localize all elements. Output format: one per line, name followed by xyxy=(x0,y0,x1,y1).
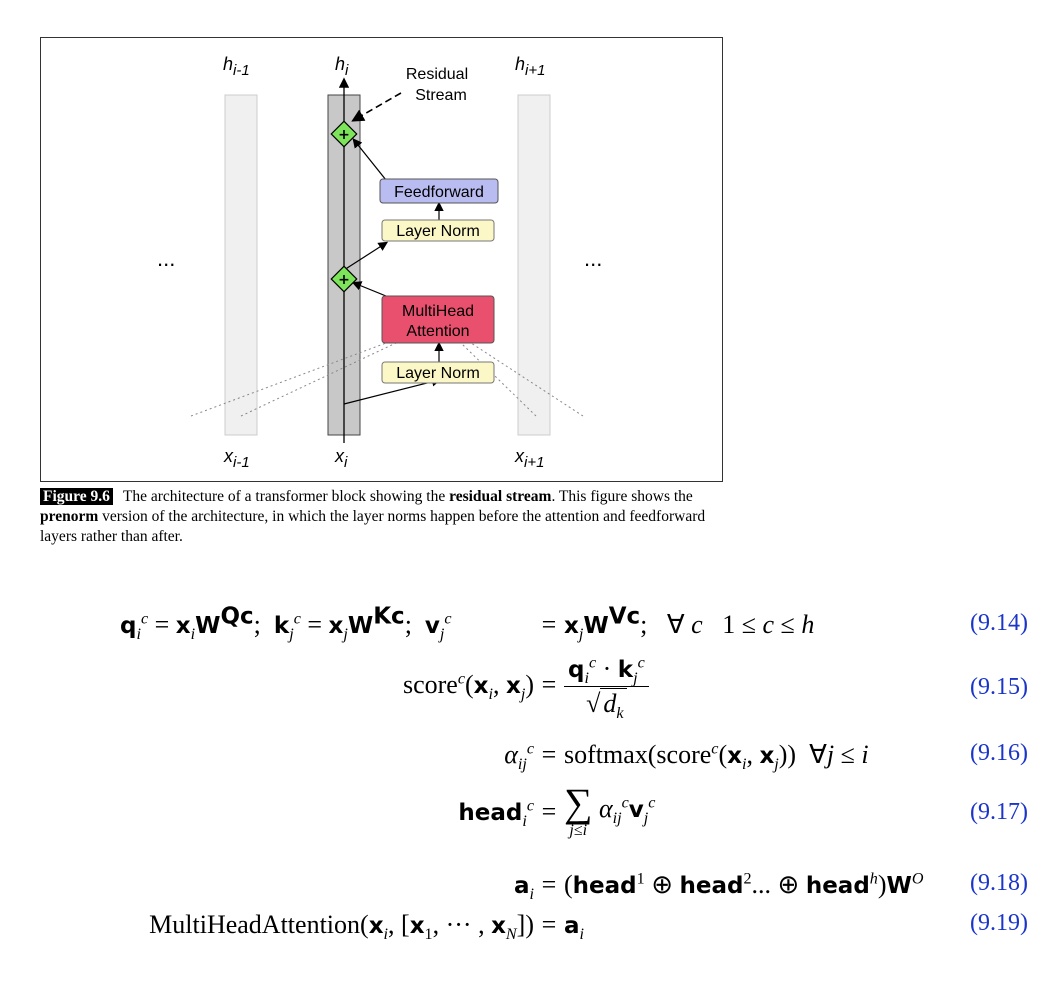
residual-label-line2: Stream xyxy=(415,87,467,104)
eq918-equals: = xyxy=(541,870,557,899)
eq914-number: (9.14) xyxy=(970,610,1028,636)
eq916-rhs: softmax(scorec(xi, xj)) ∀j ≤ i xyxy=(564,740,869,774)
equation-9-17: headic = ∑ j≤i αijcvjc (9.17) xyxy=(0,780,1044,865)
label-x-prev: xi-1 xyxy=(223,446,250,471)
plus-lower-symbol: + xyxy=(338,272,350,288)
caption-part3: version of the architecture, in which th… xyxy=(40,508,706,545)
equation-9-18: ai = (head1 ⊕ head2... ⊕ headh)WO (9.18) xyxy=(0,870,1044,930)
side-column-right xyxy=(517,94,551,436)
layer-norm-bottom-box xyxy=(381,361,495,384)
eq914-lhs: qic = xiWQc; kjc = xjWKc; vjc xyxy=(120,603,452,644)
caption-part1: The architecture of a transformer block … xyxy=(122,488,450,505)
ellipsis-left: ... xyxy=(157,246,175,271)
figure-frame: + + Feedforward Layer Norm MultiHead Att… xyxy=(40,37,723,482)
eq917-rhs: ∑ j≤i αijcvjc xyxy=(564,780,656,839)
caption-part2: . This figure shows the xyxy=(551,488,693,505)
feedforward-label: Feedforward xyxy=(394,184,484,201)
arrow-mha-to-plus-lower xyxy=(351,281,387,297)
mha-box xyxy=(381,295,495,344)
eq917-number: (9.17) xyxy=(970,799,1028,825)
mha-label-line2: Attention xyxy=(406,323,469,340)
layer-norm-top-label: Layer Norm xyxy=(396,223,480,240)
plus-node-upper: + xyxy=(330,120,358,148)
equation-9-15: scorec(xi, xj) = qic · kjc √ dk (9.15) xyxy=(0,654,1044,740)
feedforward-box xyxy=(379,178,499,204)
eq919-func-name: MultiHeadAttention xyxy=(149,910,361,939)
eq919-equals: = xyxy=(541,910,557,939)
label-h-cur: hi xyxy=(335,54,349,79)
equation-9-19: MultiHeadAttention(xi, [x1, ··· , xN]) =… xyxy=(0,910,1044,970)
transformer-block-diagram: + + Feedforward Layer Norm MultiHead Att… xyxy=(157,54,602,471)
plus-node-lower: + xyxy=(330,265,358,293)
eq914-rhs: xjWVc; ∀ c 1 ≤ c ≤ h xyxy=(564,603,815,644)
figure-caption: Figure 9.6 The architecture of a transfor… xyxy=(40,487,720,547)
eq918-number: (9.18) xyxy=(970,870,1028,896)
eq915-rhs: qic · kjc √ dk xyxy=(564,654,649,722)
eq917-lhs: headic xyxy=(458,797,534,831)
eq916-number: (9.16) xyxy=(970,740,1028,766)
eq918-lhs: ai xyxy=(513,873,534,904)
eq917-equals: = xyxy=(541,797,557,826)
layer-norm-bottom-label: Layer Norm xyxy=(396,365,480,382)
figure-label: Figure 9.6 xyxy=(40,488,113,505)
caption-bold-prenorm: prenorm xyxy=(40,508,99,525)
equation-9-14: qic = xiWQc; kjc = xjWKc; vjc = xjWVc; ∀… xyxy=(0,603,1044,670)
residual-pointer xyxy=(351,92,402,122)
eq916-equals: = xyxy=(541,740,557,769)
layer-norm-top-box xyxy=(381,219,495,242)
eq919-number: (9.19) xyxy=(970,910,1028,936)
eq915-lhs: scorec(xi, xj) xyxy=(402,670,534,704)
mha-label-line1: MultiHead xyxy=(402,303,474,320)
eq919-rhs: ai xyxy=(564,913,585,944)
label-x-next: xi+1 xyxy=(514,446,544,471)
ellipsis-right: ... xyxy=(584,246,602,271)
label-h-next: hi+1 xyxy=(515,54,545,79)
dotted-line-left-2 xyxy=(240,342,397,417)
label-h-prev: hi-1 xyxy=(223,54,250,79)
eq914-equals: = xyxy=(541,610,557,639)
equation-9-16: αijc = softmax(scorec(xi, xj)) ∀j ≤ i (9… xyxy=(0,740,1044,800)
branch-to-layernorm-bottom xyxy=(343,377,442,405)
caption-bold-residual: residual stream xyxy=(449,488,552,505)
eq918-rhs: (head1 ⊕ head2... ⊕ headh)WO xyxy=(564,870,924,899)
residual-label-line1: Residual xyxy=(406,66,468,83)
side-column-left xyxy=(224,94,258,436)
eq915-number: (9.15) xyxy=(970,674,1028,700)
label-x-cur: xi xyxy=(334,446,348,471)
eq915-equals: = xyxy=(541,670,557,699)
plus-upper-symbol: + xyxy=(338,127,350,143)
eq916-lhs: αijc xyxy=(504,740,534,774)
branch-to-layernorm-top xyxy=(343,241,389,271)
eq919-lhs: MultiHeadAttention(xi, [x1, ··· , xN]) xyxy=(149,910,534,944)
dotted-line-right-2 xyxy=(470,342,584,417)
arrow-ff-to-plus-upper xyxy=(352,138,387,181)
